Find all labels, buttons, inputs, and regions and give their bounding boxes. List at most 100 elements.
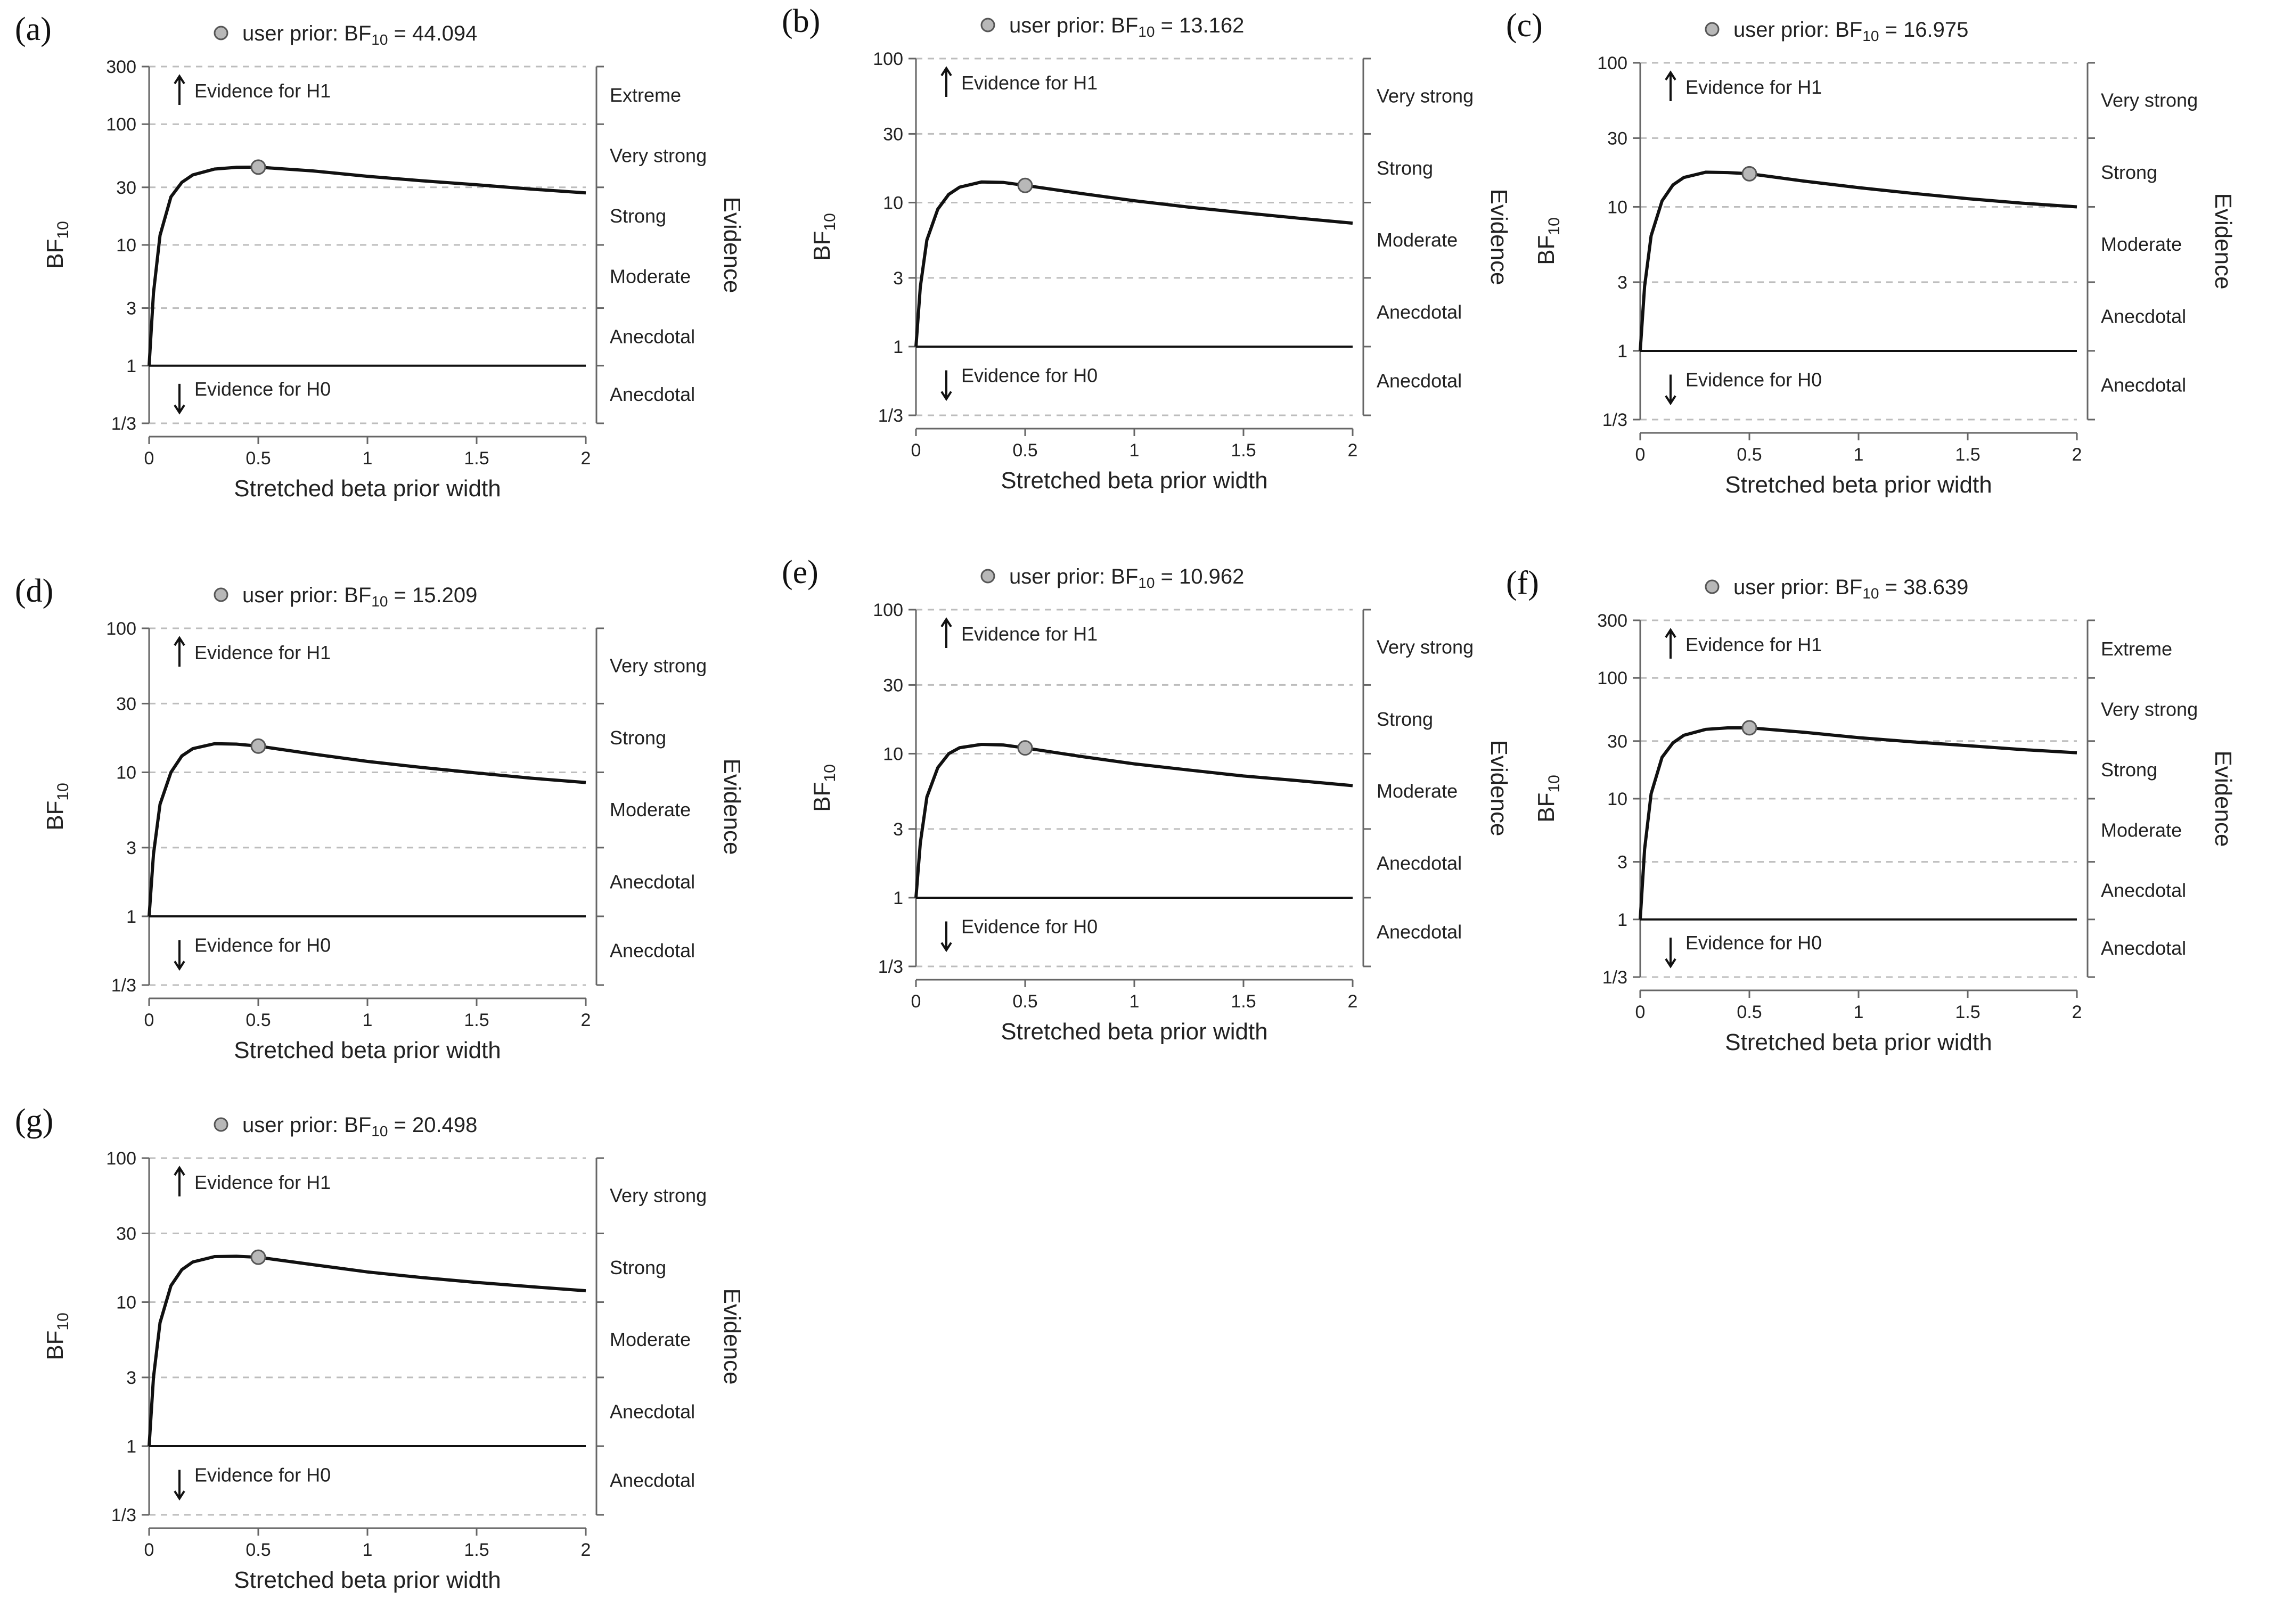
y-tick-label: 1: [893, 888, 903, 908]
x-axis-title: Stretched beta prior width: [234, 475, 501, 502]
x-tick-label: 0: [1635, 1002, 1646, 1022]
user-prior-point: [250, 1249, 266, 1265]
x-tick-label: 0: [144, 1540, 154, 1560]
evidence-category-label: Anecdotal: [1377, 370, 1462, 391]
y-tick-label: 1/3: [1602, 967, 1627, 988]
x-tick-label: 1.5: [464, 448, 489, 469]
y-axis-title-symbol: BF: [42, 801, 68, 831]
x-tick-label: 1: [1854, 445, 1864, 465]
arrow-down-icon: [174, 940, 185, 971]
evidence-category-label: Anecdotal: [2101, 305, 2186, 327]
x-tick-label: 1.5: [1955, 1002, 1980, 1022]
y-axis-title: BF10: [42, 783, 72, 831]
bf-value: 38.639: [1903, 576, 1968, 599]
chart-title: user prior: BF10 = 13.162: [1009, 14, 1244, 40]
evidence-category-label: Anecdotal: [610, 1400, 695, 1422]
evidence-h1-label: Evidence for H1: [1685, 634, 1822, 655]
evidence-category-label: Strong: [610, 727, 666, 749]
y-tick-label: 30: [116, 178, 136, 198]
x-axis-title: Stretched beta prior width: [1725, 472, 1992, 498]
x-tick-label: 1.5: [1231, 991, 1256, 1012]
bf-symbol: BF: [1835, 576, 1862, 599]
evidence-category-label: Anecdotal: [1377, 921, 1462, 942]
panel-e: (e) user prior: BF10 = 10.962 100 30 10 3 1 1/3…: [767, 543, 1534, 1076]
y-tick-label: 300: [106, 57, 136, 77]
bf-symbol: BF: [1835, 18, 1862, 42]
chart-title: user prior: BF10 = 16.975: [1733, 18, 1968, 44]
evidence-h0-label: Evidence for H0: [194, 1464, 331, 1486]
y-tick-label: 1: [126, 907, 136, 927]
x-tick-label: 1: [1130, 440, 1140, 461]
evidence-h0-label: Evidence for H0: [961, 364, 1098, 386]
evidence-h1-label: Evidence for H1: [194, 80, 331, 102]
evidence-category-label: Moderate: [2101, 233, 2182, 255]
panel-label: (b): [782, 3, 820, 39]
y-tick-label: 100: [106, 619, 136, 639]
chart-e: (e) user prior: BF10 = 10.9621003010311/3…: [782, 554, 1512, 1045]
bf-value: 13.162: [1179, 14, 1244, 37]
evidence-h1-label: Evidence for H1: [961, 72, 1098, 94]
bf-subscript: 10: [1862, 28, 1879, 44]
legend-text: user prior:: [1733, 576, 1835, 599]
y-tick-label: 3: [893, 819, 903, 840]
evidence-category-label: Strong: [2101, 759, 2157, 781]
evidence-category-label: Extreme: [2101, 638, 2172, 660]
y-axis-title-subscript: 10: [821, 213, 839, 231]
y-tick-label: 3: [126, 299, 136, 319]
y-tick-label: 100: [1597, 53, 1627, 73]
y-axis-title-symbol: BF: [42, 1331, 68, 1360]
evidence-category-label: Moderate: [610, 799, 691, 821]
bf-curve: [914, 180, 1353, 347]
legend-marker-icon: [980, 569, 995, 584]
user-prior-point: [1741, 166, 1757, 182]
y-tick-label: 100: [873, 600, 903, 620]
y-axis-title-subscript: 10: [1545, 217, 1563, 235]
chart-title: user prior: BF10 = 20.498: [242, 1113, 477, 1139]
chart-g: (g) user prior: BF10 = 20.4981003010311/3…: [15, 1103, 745, 1593]
y-axis-title-symbol: BF: [42, 239, 68, 269]
y-tick-label: 1/3: [878, 406, 903, 426]
x-tick-label: 1: [363, 448, 373, 469]
x-tick-label: 1: [1130, 991, 1140, 1012]
panel-label: (d): [15, 573, 53, 609]
chart-a: (a) user prior: BF10 = 44.094300100301031…: [15, 11, 745, 502]
evidence-h0-label: Evidence for H0: [1685, 368, 1822, 390]
y-tick-label: 30: [1607, 732, 1627, 752]
y-tick-label: 1/3: [1602, 410, 1627, 430]
evidence-axis-title: Evidence: [1486, 740, 1512, 836]
bf-subscript: 10: [371, 593, 388, 610]
legend-marker-icon: [1705, 579, 1720, 594]
x-tick-label: 0.5: [1737, 445, 1762, 465]
y-tick-label: 1/3: [111, 1505, 136, 1525]
evidence-h1-label: Evidence for H1: [194, 642, 331, 663]
y-tick-label: 1: [893, 337, 903, 357]
bf-value: 16.975: [1903, 18, 1968, 42]
x-tick-label: 0: [911, 440, 921, 461]
arrow-down-icon: [174, 383, 185, 415]
chart-title: user prior: BF10 = 15.209: [242, 584, 477, 610]
y-axis-title: BF10: [42, 1313, 72, 1360]
legend-text: user prior:: [1009, 14, 1111, 37]
panel-d: (d) user prior: BF10 = 15.209 100 30 10 3 1 1/3…: [0, 562, 767, 1094]
chart-title: user prior: BF10 = 38.639: [1733, 576, 1968, 602]
user-prior-point: [1741, 720, 1757, 736]
x-tick-label: 1.5: [1231, 440, 1256, 461]
evidence-category-label: Very strong: [1377, 85, 1474, 107]
evidence-category-label: Moderate: [1377, 780, 1458, 802]
evidence-h0-label: Evidence for H0: [194, 934, 331, 956]
y-tick-label: 3: [126, 1368, 136, 1388]
x-tick-label: 2: [2072, 1002, 2082, 1022]
bf-subscript: 10: [1862, 585, 1879, 602]
bf-subscript: 10: [1138, 23, 1155, 40]
y-axis-title-symbol: BF: [1533, 793, 1559, 823]
evidence-category-label: Moderate: [2101, 819, 2182, 841]
arrow-down-icon: [1665, 937, 1676, 969]
chart-b: (b) user prior: BF10 = 13.1621003010311/3…: [782, 3, 1512, 494]
y-axis-title: BF10: [42, 221, 72, 269]
evidence-axis-title: Evidence: [719, 1288, 745, 1384]
panel-g: (g) user prior: BF10 = 20.498 100 30 10 3 1 1/3…: [0, 1092, 767, 1624]
bf-curve: [914, 742, 1353, 898]
evidence-category-label: Anecdotal: [610, 383, 695, 405]
bf-curve: [148, 742, 586, 917]
